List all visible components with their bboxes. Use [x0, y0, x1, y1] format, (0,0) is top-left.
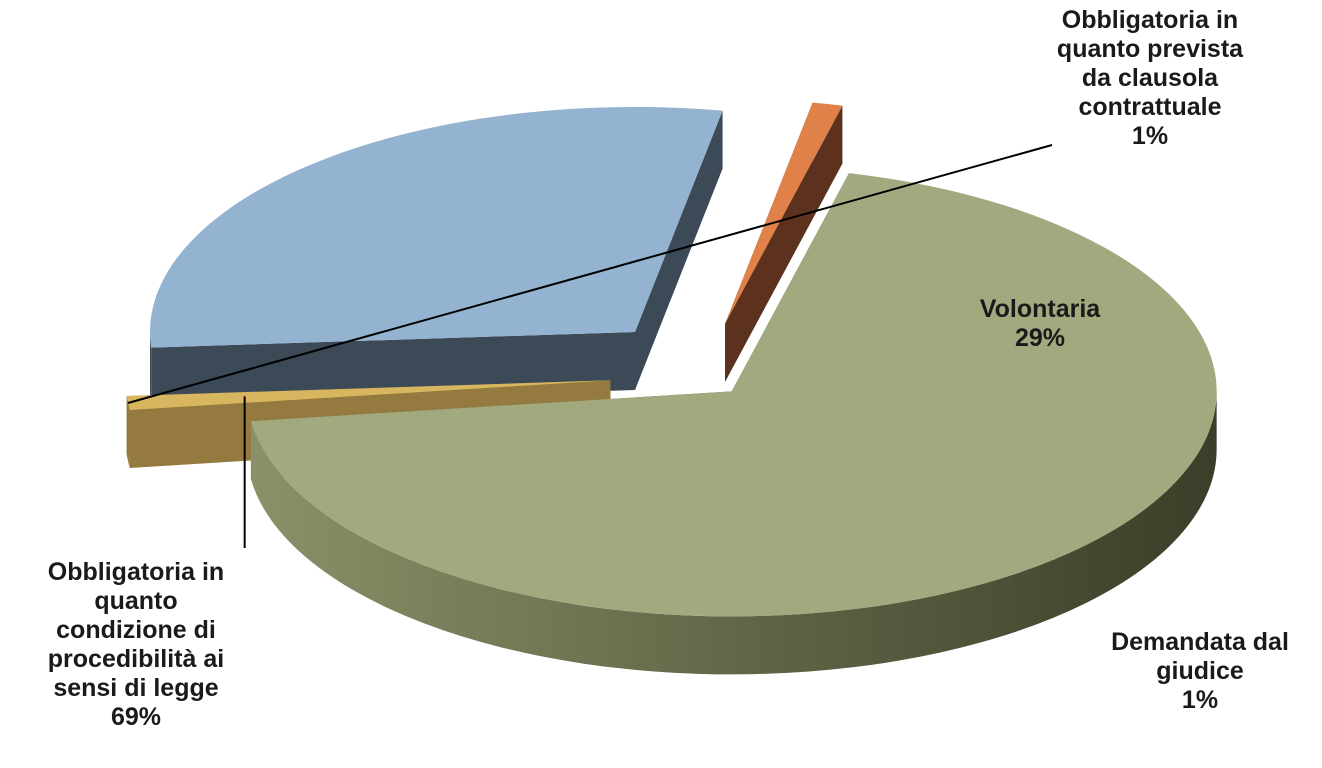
slice-top	[150, 106, 723, 348]
slice-top	[250, 173, 1217, 617]
slice-label-obbligatoria-legge: Obbligatoria in quanto condizione di pro…	[6, 558, 266, 732]
slice-wall	[725, 105, 843, 382]
slice-label-demandata: Demandata dal giudice 1%	[1075, 628, 1322, 715]
slice-value-label: 1%	[1181, 686, 1219, 714]
slice-outer-face	[250, 391, 1217, 675]
slice-label-volontaria: Volontaria 29%	[965, 295, 1115, 353]
leader-line-obbligatoria-clausola	[127, 144, 1053, 404]
slice-wall	[635, 110, 723, 390]
slice-value-label: 29%	[1014, 324, 1066, 352]
slice-top	[126, 380, 611, 411]
slice-outer-face	[150, 331, 152, 406]
slice-value-label: 1%	[1131, 122, 1169, 150]
slice-obbligatoria-legge	[250, 173, 1217, 675]
slice-value-label: 69%	[110, 703, 162, 731]
slice-outer-face	[126, 395, 130, 469]
slice-demandata	[725, 102, 843, 382]
slice-volontaria	[150, 106, 723, 406]
slice-label-obbligatoria-clausola: Obbligatoria in quanto prevista da claus…	[1010, 6, 1290, 151]
slice-top	[725, 102, 843, 324]
